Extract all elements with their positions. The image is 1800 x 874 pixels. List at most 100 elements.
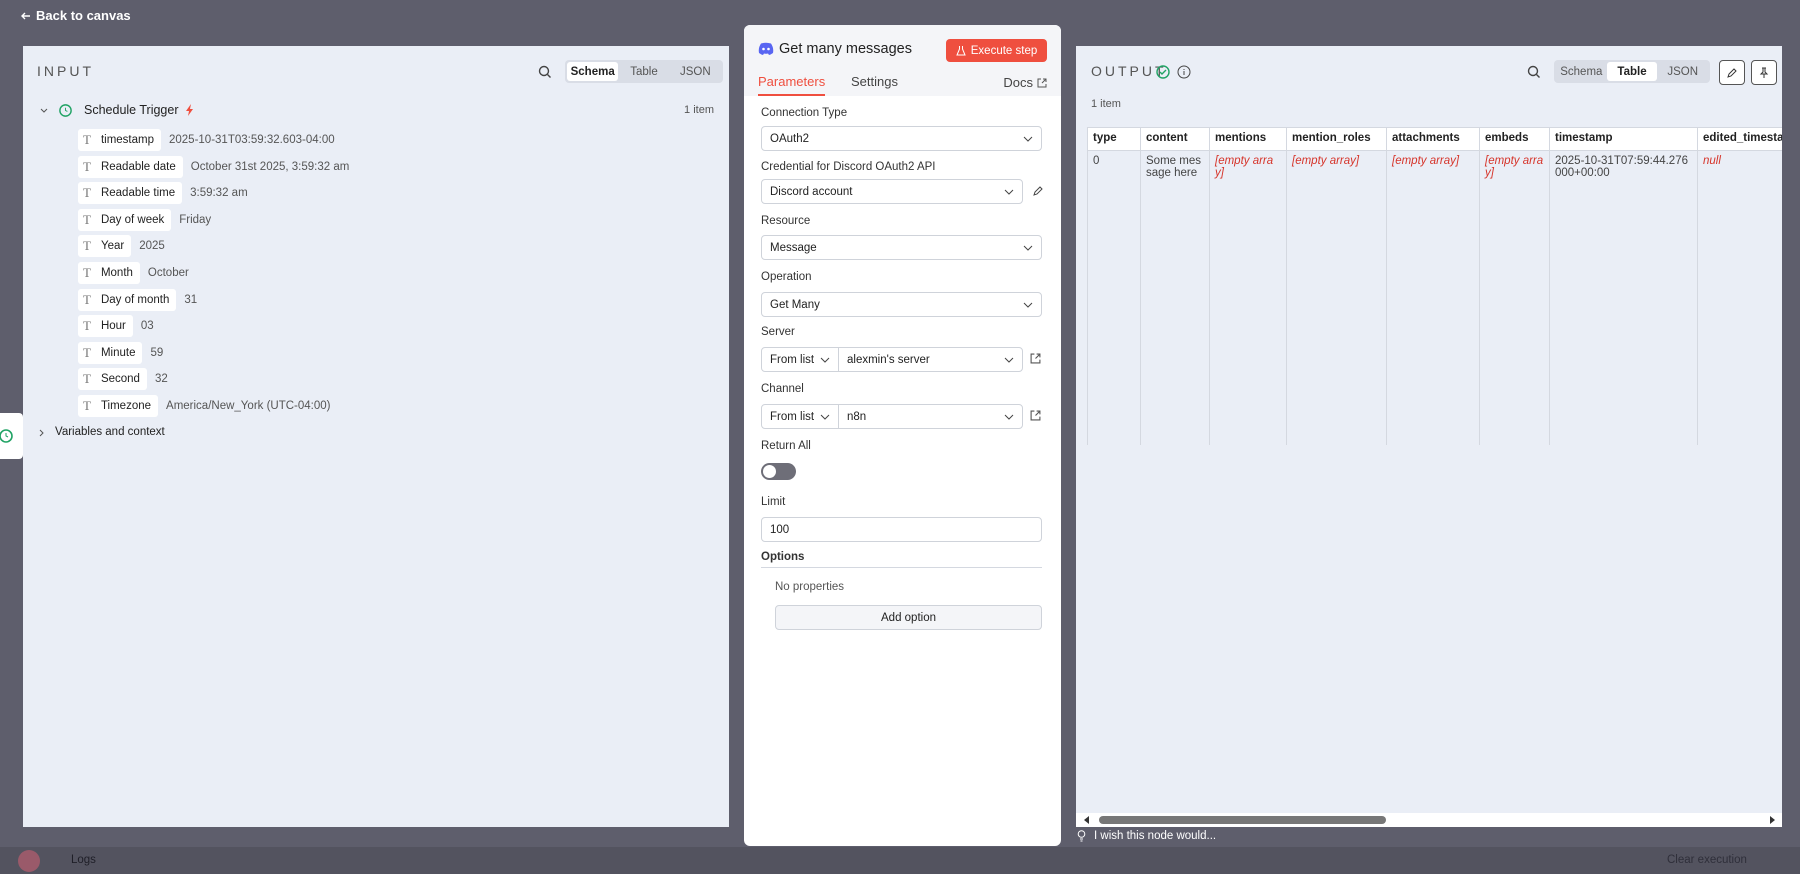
field-key: T Minute xyxy=(78,341,143,364)
field-name: Day of month xyxy=(100,293,170,306)
param-label: Return All xyxy=(761,440,811,452)
node-name-text: Schedule Trigger xyxy=(84,103,179,117)
field-value: October xyxy=(147,267,189,279)
node-name: Schedule Trigger xyxy=(84,103,195,117)
select-value: n8n xyxy=(847,410,867,423)
view-tab[interactable]: Schema xyxy=(567,62,619,81)
open-link[interactable] xyxy=(1030,353,1041,364)
pin-icon xyxy=(1759,67,1769,78)
field-name: Readable date xyxy=(100,160,176,173)
select[interactable]: Get Many xyxy=(761,292,1042,317)
mode-select[interactable]: From list xyxy=(761,404,839,429)
select[interactable]: alexmin's server xyxy=(838,347,1023,372)
node-tab[interactable]: Parameters xyxy=(758,74,826,96)
collapse-icon[interactable] xyxy=(39,106,49,116)
execute-button[interactable]: Execute step xyxy=(946,39,1047,62)
info-icon[interactable] xyxy=(1177,65,1191,79)
clock-icon xyxy=(0,429,13,443)
table-cell: Some message here xyxy=(1140,150,1210,445)
column-header: attachments xyxy=(1386,127,1480,151)
select[interactable]: OAuth2 xyxy=(761,126,1042,151)
field-name: Minute xyxy=(100,346,136,359)
field-row: T Readable date October 31st 2025, 3:59:32… xyxy=(78,155,349,178)
select[interactable]: n8n xyxy=(838,404,1023,429)
type-icon: T xyxy=(83,158,91,174)
column-header: embeds xyxy=(1479,127,1550,151)
type-icon: T xyxy=(83,344,91,360)
type-icon: T xyxy=(83,318,91,334)
output-panel: OUTPUT Schema Table JSON 1 item type conten… xyxy=(1076,46,1782,827)
search-icon[interactable] xyxy=(538,65,552,79)
field-row: T Day of month 31 xyxy=(78,288,197,311)
pencil-icon xyxy=(1727,68,1737,78)
chevron xyxy=(1023,302,1033,308)
mode-select[interactable]: From list xyxy=(761,347,839,372)
bolt-icon xyxy=(185,104,193,116)
logs-label[interactable]: Logs xyxy=(71,854,96,866)
edit-button[interactable] xyxy=(1719,60,1745,85)
select[interactable]: Message xyxy=(761,235,1042,260)
column-header: type xyxy=(1087,127,1141,151)
view-tab[interactable]: JSON xyxy=(1667,65,1699,78)
view-tabs: Schema Table JSON xyxy=(565,60,723,83)
back-link[interactable]: Back to canvas xyxy=(20,8,131,23)
table-body: 0 Some message here [empty array] [empty ar… xyxy=(1087,150,1782,445)
avatar[interactable] xyxy=(18,850,40,872)
toggle[interactable] xyxy=(761,463,796,480)
view-tab[interactable]: Table xyxy=(630,65,658,78)
field-value: 32 xyxy=(154,373,168,386)
input-title: INPUT xyxy=(37,63,94,79)
view-tab[interactable]: JSON xyxy=(679,65,711,78)
type-icon: T xyxy=(83,265,91,280)
field-name: Timezone xyxy=(100,400,152,412)
docs-link[interactable]: Docs xyxy=(1003,75,1047,90)
search-icon[interactable] xyxy=(1527,65,1541,79)
param-label: Connection Type xyxy=(761,107,848,119)
chevron xyxy=(820,414,830,420)
field-name: timestamp xyxy=(100,134,154,146)
open-link[interactable] xyxy=(1030,410,1041,421)
scroll-right[interactable] xyxy=(1768,816,1776,824)
field-value: 03 xyxy=(140,320,154,333)
view-tab[interactable]: Schema xyxy=(1560,65,1603,78)
chevron xyxy=(1023,136,1033,142)
pin-button[interactable] xyxy=(1751,60,1777,85)
field-value: 59 xyxy=(150,346,164,359)
execute-text: Execute step xyxy=(970,44,1038,57)
param-label: Operation xyxy=(761,271,812,283)
column-header: mentions xyxy=(1209,127,1287,151)
add-option-button[interactable]: Add option xyxy=(775,605,1042,630)
canvas-node-tab xyxy=(0,413,23,459)
field-key: T Timezone xyxy=(78,395,159,417)
mode-value: From list xyxy=(770,353,815,366)
clear-execution[interactable]: Clear execution xyxy=(1667,854,1747,866)
chevron xyxy=(1004,414,1014,420)
success-icon xyxy=(1156,65,1170,79)
expand-icon[interactable] xyxy=(37,428,47,438)
field-value: America/New_York (UTC-04:00) xyxy=(166,400,331,412)
scroll-thumb[interactable] xyxy=(1099,816,1386,824)
view-tab[interactable]: Table xyxy=(1606,62,1658,81)
node-panel: Get many messages Execute step Parameter… xyxy=(744,25,1061,846)
field-value: 2025 xyxy=(139,240,165,253)
node-tab[interactable]: Settings xyxy=(851,74,898,89)
feedback[interactable]: I wish this node would... xyxy=(1077,830,1216,842)
field-key: T Hour xyxy=(78,315,133,338)
table-cell: [empty array] xyxy=(1286,150,1387,445)
select[interactable]: Discord account xyxy=(761,179,1023,204)
type-icon: T xyxy=(83,132,91,147)
param-label: Channel xyxy=(761,383,804,395)
number-input[interactable]: 100 xyxy=(761,517,1042,542)
edit-credential[interactable] xyxy=(1032,185,1044,197)
type-icon: T xyxy=(83,398,91,413)
field-row: T Readable time 3:59:32 am xyxy=(78,182,248,205)
type-icon: T xyxy=(83,238,91,254)
empty-note: No properties xyxy=(775,581,845,593)
select-value: Get Many xyxy=(770,298,820,311)
back-text: Back to canvas xyxy=(36,8,131,23)
variables-row[interactable]: Variables and context xyxy=(55,426,165,438)
toggle-knob xyxy=(763,465,776,478)
scroll-left[interactable] xyxy=(1083,816,1091,824)
